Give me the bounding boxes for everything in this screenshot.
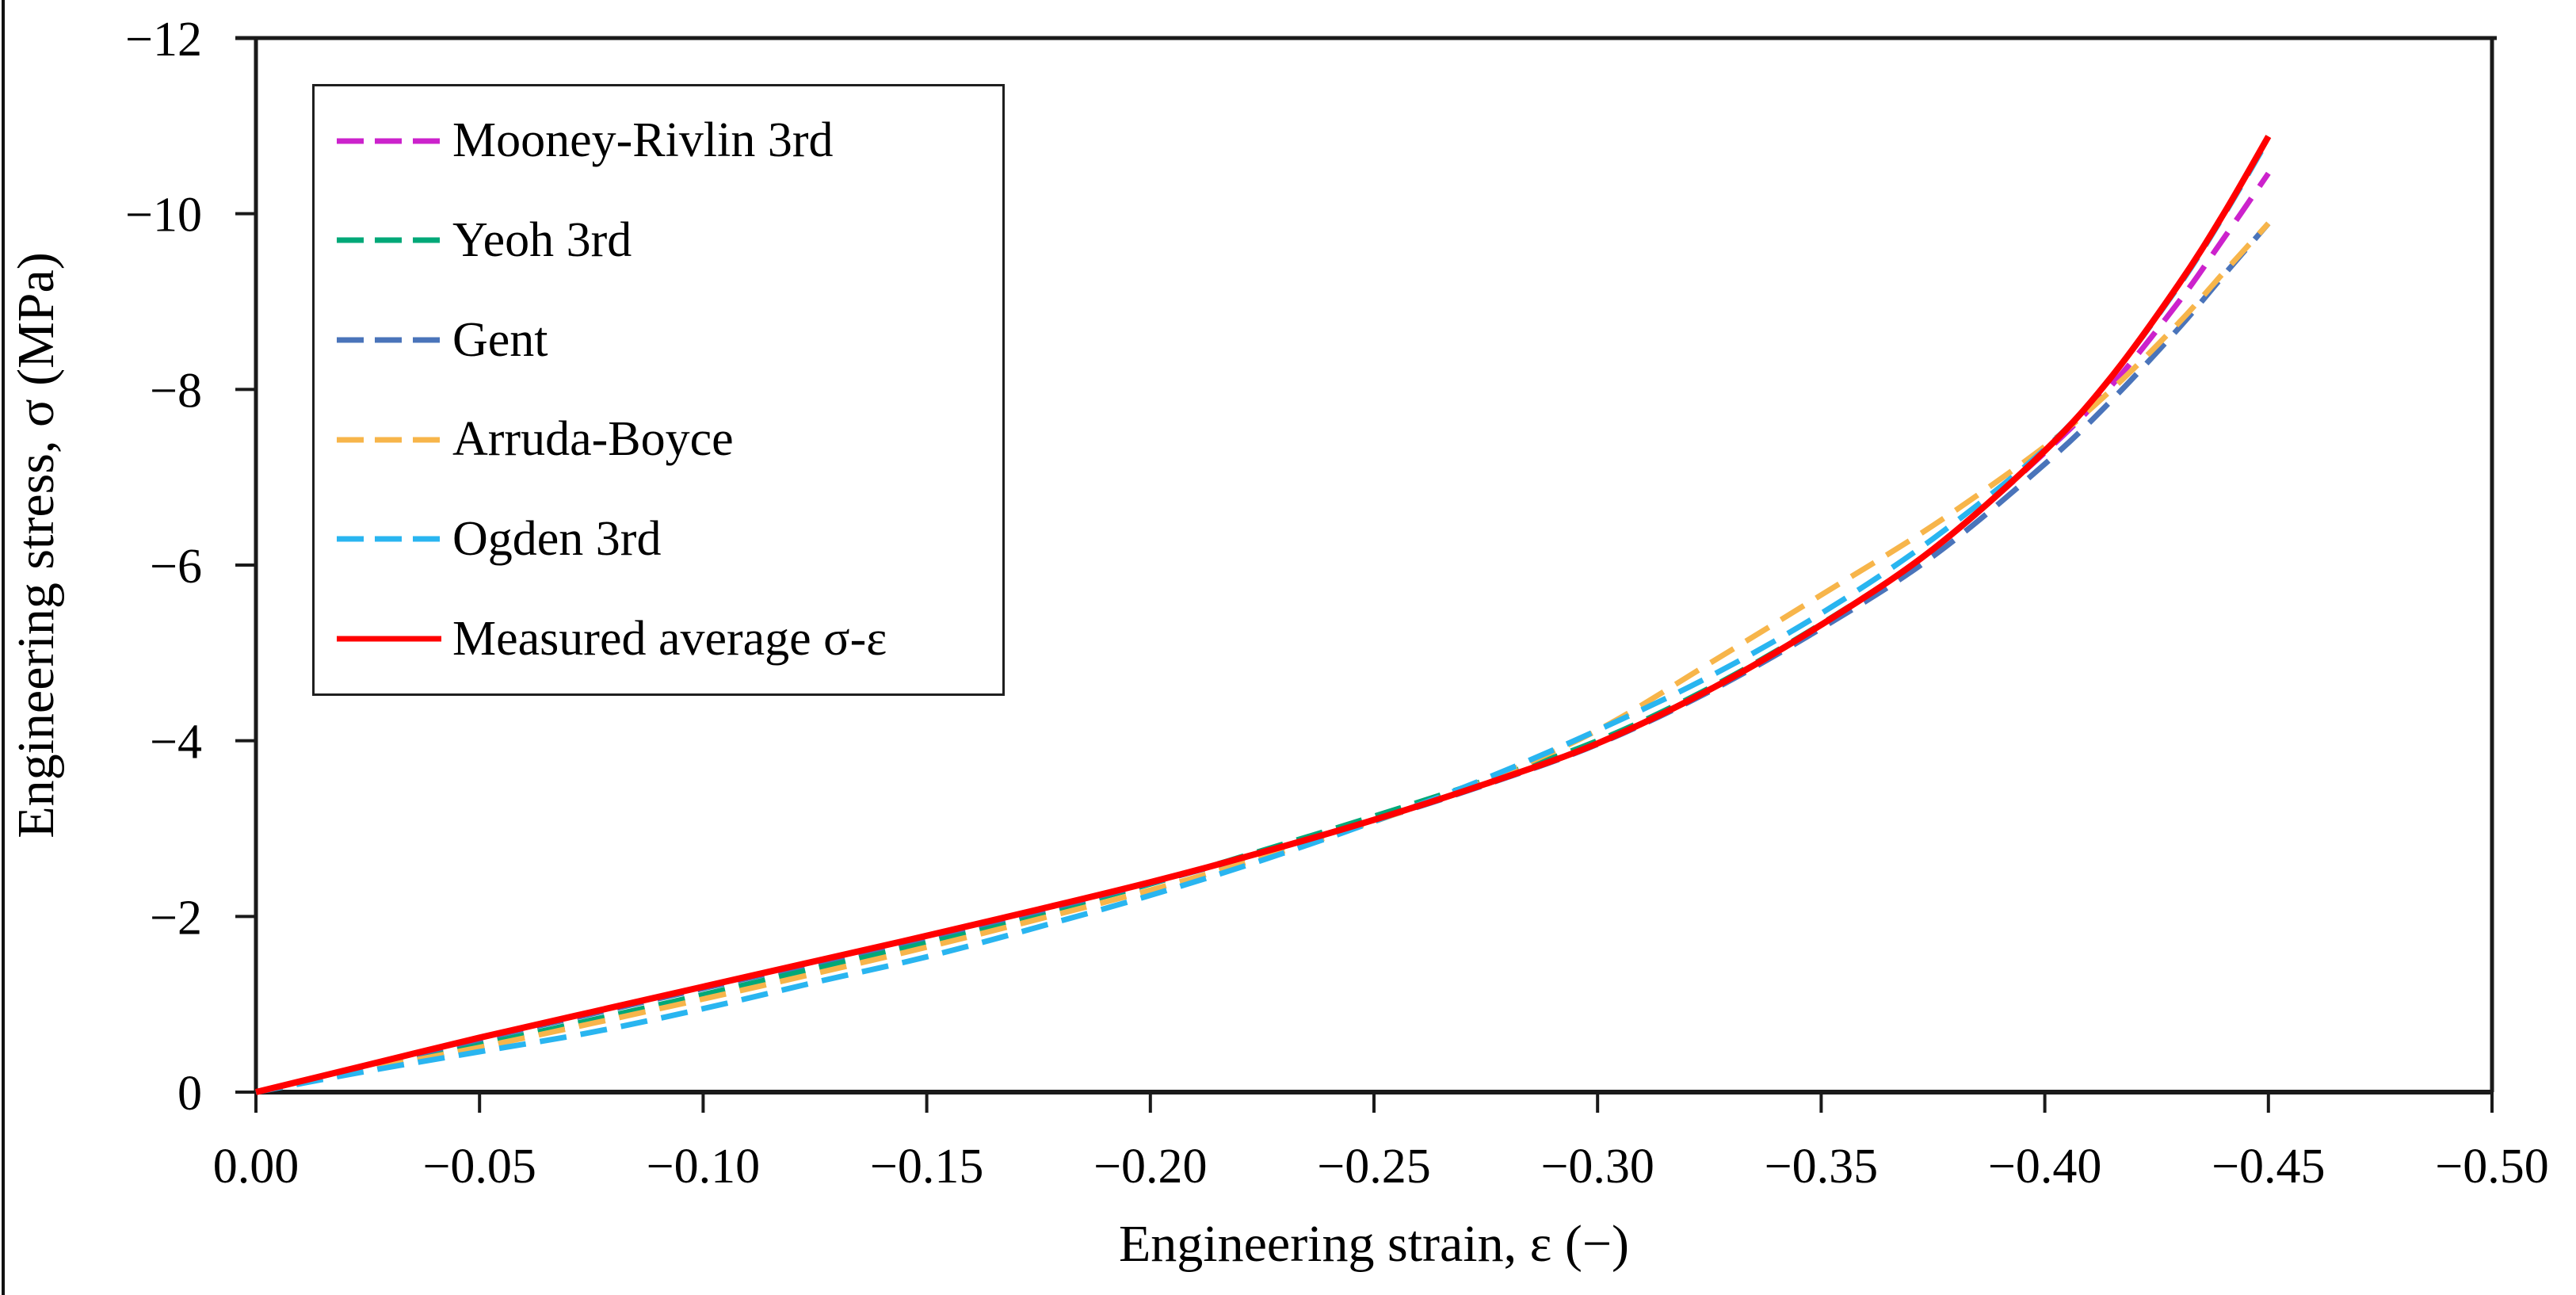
legend-item-arruda-boyce: Arruda-Boyce (315, 392, 1002, 487)
y-tick-label: −12 (125, 13, 202, 67)
legend-line-sample (337, 536, 441, 542)
legend-item-mooney-rivlin-3rd: Mooney-Rivlin 3rd (315, 94, 1002, 189)
y-tick-label: −2 (150, 891, 202, 945)
legend-item-yeoh-3rd: Yeoh 3rd (315, 193, 1002, 288)
legend: Mooney-Rivlin 3rd Yeoh 3rd Gent Arruda-Boyc… (312, 84, 1005, 696)
legend-item-ogden-3rd: Ogden 3rd (315, 491, 1002, 586)
y-tick-label: −6 (150, 540, 202, 594)
legend-label: Measured average σ-ε (452, 611, 887, 666)
legend-label: Arruda-Boyce (452, 412, 734, 467)
x-tick-label: −0.15 (870, 1140, 983, 1194)
y-tick-label: 0 (177, 1067, 202, 1121)
legend-line-sample (337, 636, 441, 642)
x-tick-label: −0.20 (1093, 1140, 1207, 1194)
legend-label: Yeoh 3rd (452, 212, 632, 267)
y-axis-title: Engineering stress, σ (MPa) (7, 252, 65, 839)
y-tick-label: −8 (150, 364, 202, 418)
legend-line-sample (337, 337, 441, 343)
figure-left-border (2, 0, 5, 1295)
x-tick-label: 0.00 (213, 1140, 300, 1194)
legend-label: Mooney-Rivlin 3rd (452, 113, 834, 168)
legend-label: Gent (452, 312, 548, 367)
x-tick-label: −0.50 (2435, 1140, 2548, 1194)
x-tick-label: −0.25 (1317, 1140, 1430, 1194)
legend-label: Ogden 3rd (452, 511, 662, 566)
x-tick-label: −0.45 (2212, 1140, 2325, 1194)
x-tick-label: −0.10 (647, 1140, 760, 1194)
x-axis-title: Engineering strain, ε (−) (1118, 1215, 1630, 1273)
x-tick-label: −0.30 (1540, 1140, 1654, 1194)
y-tick-label: −10 (125, 189, 202, 243)
legend-line-sample (337, 237, 441, 243)
legend-item-measured-average: Measured average σ-ε (315, 591, 1002, 686)
x-tick-label: −0.05 (422, 1140, 536, 1194)
legend-line-sample (337, 437, 441, 443)
legend-item-gent: Gent (315, 292, 1002, 388)
legend-line-sample (337, 138, 441, 144)
x-tick-label: −0.40 (1988, 1140, 2101, 1194)
y-tick-label: −4 (150, 716, 202, 770)
x-tick-label: −0.35 (1765, 1140, 1878, 1194)
series-measured-average (255, 135, 2272, 1095)
